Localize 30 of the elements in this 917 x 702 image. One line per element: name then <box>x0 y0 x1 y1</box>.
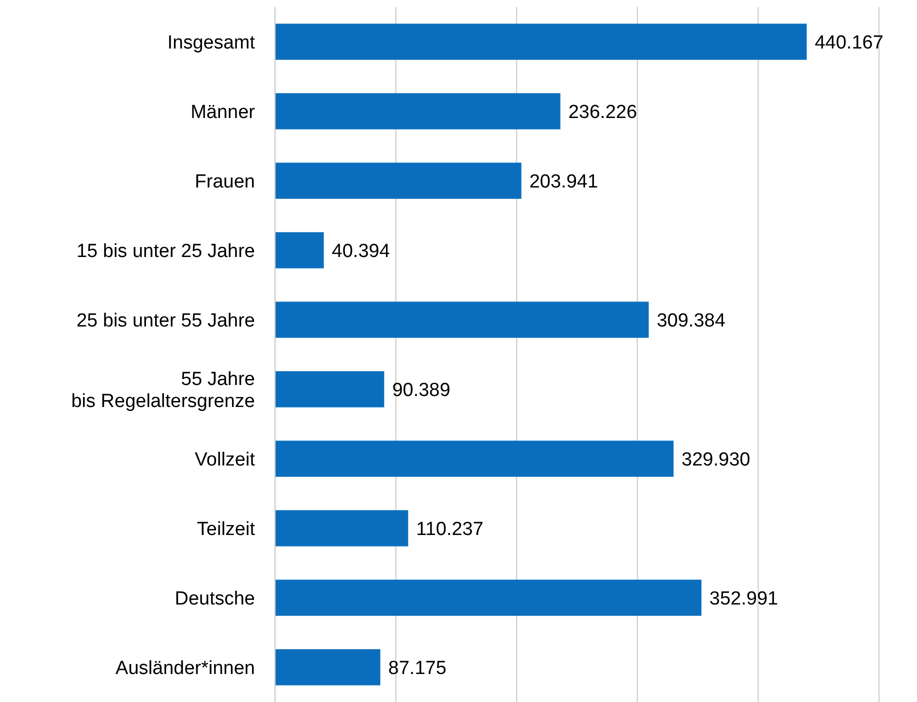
data-label: 236.226 <box>568 102 638 123</box>
data-label: 352.991 <box>709 588 778 610</box>
data-label: 203.941 <box>529 171 598 192</box>
bar <box>275 371 384 408</box>
data-label: 440.167 <box>814 32 884 54</box>
data-label: 309.384 <box>656 310 726 332</box>
bar <box>275 232 324 268</box>
y-tick-label: 15 bis unter 25 Jahre <box>76 240 255 262</box>
y-tick-label: Deutsche <box>174 588 255 610</box>
data-label: 90.389 <box>392 380 450 401</box>
bar <box>275 93 560 130</box>
y-tick-label: Ausländer*innen <box>116 658 255 679</box>
bar <box>275 302 649 338</box>
data-label: 87.175 <box>388 658 446 679</box>
bar <box>275 440 674 477</box>
y-tick-label: Vollzeit <box>194 449 256 470</box>
y-tick-label: Männer <box>190 102 256 123</box>
bar <box>275 162 522 199</box>
data-label: 329.930 <box>682 449 750 470</box>
y-tick-label: Teilzeit <box>196 518 256 540</box>
y-tick-label: 55 Jahre bis Regelaltersgrenze <box>71 368 255 412</box>
y-tick-label: Insgesamt <box>167 32 256 54</box>
data-label: 110.237 <box>416 518 484 540</box>
bar <box>275 649 380 686</box>
bar <box>275 24 807 60</box>
y-tick-label: 25 bis unter 55 Jahre <box>76 310 255 332</box>
bar <box>275 580 702 616</box>
data-label: 40.394 <box>332 240 390 262</box>
y-tick-label: Frauen <box>194 171 255 192</box>
bar <box>275 510 408 546</box>
